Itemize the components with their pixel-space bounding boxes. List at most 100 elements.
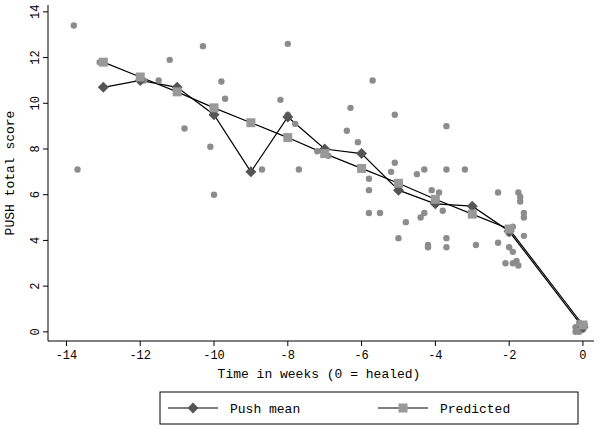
y-tick-label: 12: [29, 50, 43, 64]
y-tick: [43, 331, 48, 332]
scatter-point: [285, 41, 291, 47]
y-tick-label: 4: [29, 237, 43, 244]
series-marker: [357, 164, 366, 173]
y-axis-line: [48, 5, 49, 341]
x-tick: [509, 341, 510, 346]
scatter-point: [277, 97, 283, 103]
y-tick: [43, 11, 48, 12]
scatter-point: [366, 176, 372, 182]
legend-marker: [399, 404, 408, 413]
x-tick: [435, 341, 436, 346]
scatter-point: [462, 166, 468, 172]
y-tick: [43, 194, 48, 195]
scatter-point: [292, 121, 298, 127]
series-marker: [468, 210, 477, 219]
x-tick-label: 0: [579, 349, 586, 363]
scatter-point: [155, 77, 161, 83]
series-marker: [245, 166, 256, 177]
scatter-point: [443, 123, 449, 129]
chart: 02468101214-14-12-10-8-6-4-20Time in wee…: [0, 0, 600, 428]
scatter-point: [344, 128, 350, 134]
series-line: [103, 62, 583, 325]
x-tick: [214, 341, 215, 346]
plot-area: [71, 22, 589, 335]
y-tick: [43, 57, 48, 58]
x-tick-label: -8: [281, 349, 295, 363]
scatter-point: [395, 235, 401, 241]
scatter-point: [443, 166, 449, 172]
x-tick: [140, 341, 141, 346]
series-marker: [98, 82, 109, 93]
scatter-point: [436, 189, 442, 195]
y-tick-label: 2: [29, 283, 43, 290]
scatter-point: [428, 187, 434, 193]
scatter-point: [355, 139, 361, 145]
scatter-point: [200, 43, 206, 49]
scatter-point: [515, 262, 521, 268]
scatter-point: [222, 96, 228, 102]
x-tick: [582, 341, 583, 346]
scatter-point: [392, 160, 398, 166]
y-axis-label: PUSH total score: [3, 111, 18, 236]
x-tick-label: -14: [56, 349, 78, 363]
x-tick-label: -2: [502, 349, 516, 363]
x-tick: [287, 341, 288, 346]
series-line: [103, 80, 583, 327]
scatter-point: [521, 210, 527, 216]
scatter-point: [443, 235, 449, 241]
scatter-point: [414, 171, 420, 177]
series-marker: [99, 58, 108, 67]
scatter-point: [207, 144, 213, 150]
x-tick-label: -12: [129, 349, 151, 363]
series-marker: [246, 118, 255, 127]
scatter-point: [181, 125, 187, 131]
series-marker: [394, 179, 403, 188]
series-marker: [210, 103, 219, 112]
x-axis-line: [48, 341, 594, 342]
scatter-point: [388, 169, 394, 175]
legend-marker: [188, 403, 199, 414]
series-marker: [431, 195, 440, 204]
scatter-point: [440, 208, 446, 214]
y-tick: [43, 240, 48, 241]
y-tick-label: 0: [29, 328, 43, 335]
legend-label: Push mean: [230, 402, 300, 417]
scatter-point: [71, 22, 77, 28]
x-tick: [66, 341, 67, 346]
scatter-point: [377, 210, 383, 216]
legend-label: Predicted: [440, 402, 510, 417]
scatter-point: [211, 192, 217, 198]
y-tick-label: 10: [29, 96, 43, 110]
scatter-point: [510, 249, 516, 255]
x-tick-label: -4: [428, 349, 442, 363]
scatter-point: [296, 166, 302, 172]
scatter-point: [366, 187, 372, 193]
scatter-point: [369, 77, 375, 83]
series-marker: [283, 133, 292, 142]
x-tick-label: -6: [354, 349, 368, 363]
series-marker: [505, 225, 514, 234]
series-marker: [578, 321, 587, 330]
series-marker: [282, 112, 293, 123]
scatter-point: [495, 189, 501, 195]
scatter-point: [443, 244, 449, 250]
scatter-point: [521, 233, 527, 239]
scatter-point: [259, 166, 265, 172]
scatter-point: [347, 105, 353, 111]
scatter-point: [218, 78, 224, 84]
y-tick-label: 14: [29, 5, 43, 19]
background: [0, 0, 600, 428]
y-tick-label: 8: [29, 145, 43, 152]
x-tick: [361, 341, 362, 346]
y-tick: [43, 103, 48, 104]
legend-box: [160, 392, 578, 424]
series-marker: [356, 148, 367, 159]
scatter-point: [74, 166, 80, 172]
series-marker: [136, 73, 145, 82]
x-axis-label: Time in weeks (0 = healed): [218, 367, 421, 382]
scatter-point: [517, 194, 523, 200]
scatter-point: [366, 210, 372, 216]
scatter-point: [421, 166, 427, 172]
x-tick-label: -10: [203, 349, 225, 363]
series-marker: [320, 149, 329, 158]
